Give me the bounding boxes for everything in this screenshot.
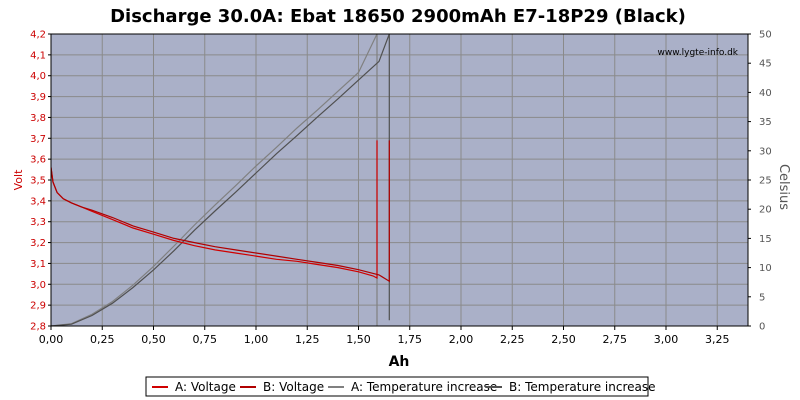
y-left-tick-label: 3,5 <box>30 176 46 187</box>
x-axis-label: Ah <box>389 354 410 370</box>
series-line-b-voltage <box>51 140 390 283</box>
y-right-tick-label: 5 <box>759 292 765 303</box>
y-left-tick-label: 4,0 <box>30 71 46 82</box>
y-right-axis-label: Celsius <box>776 164 791 210</box>
series-line-a-temperature-increase <box>51 34 378 326</box>
y-left-tick-label: 3,0 <box>30 280 46 291</box>
y-right-tick-label: 45 <box>759 59 772 70</box>
legend-label-a-voltage: A: Voltage <box>175 380 236 394</box>
y-left-tick-label: 3,3 <box>30 217 46 228</box>
y-left-tick-label: 2,8 <box>30 322 46 333</box>
y-right-axis-ticks: 0 5 10 15 20 25 30 35 40 45 50 <box>748 30 772 333</box>
legend-box <box>145 376 649 397</box>
x-tick-label: 2,25 <box>500 333 525 346</box>
x-tick-label: 2,75 <box>603 333 628 346</box>
x-tick-label: 1,50 <box>346 333 371 346</box>
y-left-tick-label: 3,1 <box>30 259 46 270</box>
y-right-tick-label: 20 <box>759 205 772 216</box>
y-left-axis-label: Volt <box>12 169 25 190</box>
legend-label-b-temperature-increase: B: Temperature increase <box>509 380 656 394</box>
x-tick-label: 0,50 <box>141 333 166 346</box>
y-left-tick-label: 3,4 <box>30 196 46 207</box>
legend: A: Voltage B: Voltage A: Temperature incre… <box>145 376 656 397</box>
x-tick-label: 0,25 <box>90 333 115 346</box>
x-tick-label: 3,00 <box>654 333 679 346</box>
y-left-tick-label: 3,9 <box>30 92 46 103</box>
y-left-tick-label: 4,1 <box>30 50 46 61</box>
y-left-tick-label: 3,6 <box>30 155 46 166</box>
y-right-tick-label: 25 <box>759 176 772 187</box>
chart-title: Discharge 30.0A: Ebat 18650 2900mAh E7-1… <box>110 6 686 27</box>
y-left-tick-label: 2,9 <box>30 301 46 312</box>
x-tick-label: 2,50 <box>551 333 576 346</box>
x-tick-label: 3,25 <box>705 333 730 346</box>
x-axis-ticks: 0,00 0,25 0,50 0,75 1,00 1,25 1,50 1,75 2,00 2,25… <box>39 326 730 346</box>
series-line-b-temperature-increase <box>51 34 390 326</box>
x-tick-label: 0,75 <box>193 333 218 346</box>
y-left-tick-label: 3,7 <box>30 134 46 145</box>
y-left-tick-label: 3,2 <box>30 238 46 249</box>
y-left-axis-ticks: 2,8 2,9 3,0 3,1 3,2 3,3 3,4 3,5 3,6 3,7 3,8 3,9 4,0 4… <box>30 30 51 333</box>
y-left-tick-label: 4,2 <box>30 30 46 41</box>
legend-label-b-voltage: B: Voltage <box>263 380 324 394</box>
x-tick-label: 1,25 <box>295 333 320 346</box>
y-right-tick-label: 50 <box>759 30 772 41</box>
x-tick-label: 1,75 <box>398 333 423 346</box>
y-right-tick-label: 40 <box>759 88 772 99</box>
series-lines <box>51 34 390 326</box>
y-right-tick-label: 35 <box>759 117 772 128</box>
y-left-tick-label: 3,8 <box>30 113 46 124</box>
x-tick-label: 2,00 <box>449 333 474 346</box>
legend-label-a-temperature-increase: A: Temperature increase <box>351 380 497 394</box>
watermark: www.lygte-info.dk <box>658 48 739 58</box>
y-right-tick-label: 15 <box>759 234 772 245</box>
x-tick-label: 1,00 <box>244 333 269 346</box>
x-tick-label: 0,00 <box>39 333 64 346</box>
y-right-tick-label: 0 <box>759 322 765 333</box>
y-right-tick-label: 30 <box>759 146 772 157</box>
y-right-tick-label: 10 <box>759 263 772 274</box>
